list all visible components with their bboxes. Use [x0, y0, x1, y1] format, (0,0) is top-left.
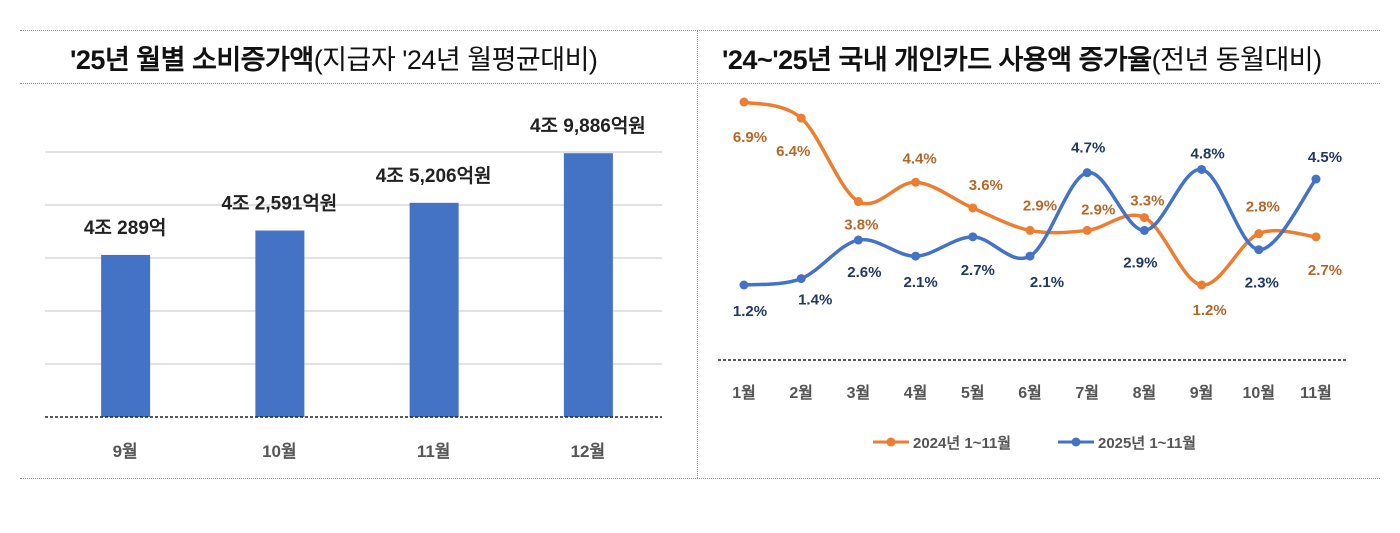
data-label: 4.8% — [1190, 145, 1224, 162]
x-tick-label: 3월 — [847, 384, 871, 402]
x-tick-label: 4월 — [904, 384, 928, 402]
x-tick-label: 11월 — [417, 442, 451, 461]
x-tick-label: 10월 — [1243, 384, 1276, 402]
x-tick-label: 11월 — [1300, 384, 1332, 402]
title-separator — [20, 83, 1380, 84]
data-point — [1197, 280, 1207, 290]
data-label: 2.1% — [1030, 274, 1064, 291]
data-point — [853, 235, 863, 245]
data-label: 3.3% — [1130, 193, 1164, 210]
data-point — [1139, 213, 1149, 223]
data-point — [1082, 225, 1092, 235]
data-label: 2.8% — [1246, 199, 1280, 216]
data-label: 3.6% — [969, 177, 1003, 194]
data-label: 2.7% — [1308, 262, 1342, 279]
bar — [409, 202, 459, 417]
data-label: 4조 9,886억원 — [530, 115, 646, 137]
data-label: 6.9% — [733, 129, 767, 146]
data-point — [796, 274, 806, 284]
data-label: 2.3% — [1245, 275, 1279, 292]
left-chart-title: '25년 월별 소비증가액(지급자 '24년 월평균대비) — [70, 45, 598, 75]
data-label: 2.6% — [847, 264, 881, 281]
data-point — [1025, 225, 1035, 235]
legend-marker — [1071, 437, 1081, 447]
data-label: 4조 5,206억원 — [376, 165, 492, 187]
legend-label: 2025년 1~11월 — [1098, 435, 1196, 452]
x-tick-label: 6월 — [1018, 384, 1042, 402]
data-point — [739, 97, 749, 107]
data-label: 2.9% — [1123, 254, 1157, 271]
data-point — [1254, 229, 1264, 239]
legend-marker — [886, 437, 896, 447]
data-point — [911, 251, 921, 261]
data-point — [1139, 225, 1149, 235]
data-point — [796, 113, 806, 123]
top-border — [20, 30, 1380, 31]
data-point — [911, 177, 921, 187]
x-tick-label: 8월 — [1133, 384, 1157, 402]
data-point — [739, 280, 749, 290]
data-label: 4.5% — [1308, 149, 1342, 166]
data-point — [968, 232, 978, 242]
data-label: 1.2% — [733, 303, 767, 320]
x-tick-label: 5월 — [961, 384, 985, 402]
data-point — [1311, 232, 1321, 242]
right-chart-title: '24~'25년 국내 개인카드 사용액 증가율(전년 동월대비) — [722, 45, 1322, 75]
data-label: 2.1% — [903, 274, 937, 291]
data-label: 1.4% — [798, 292, 832, 309]
data-point — [1082, 168, 1092, 178]
x-tick-label: 1월 — [732, 384, 756, 402]
data-point — [853, 197, 863, 207]
x-tick-label: 2월 — [789, 384, 813, 402]
bar — [255, 230, 305, 417]
data-label: 2.9% — [1081, 201, 1115, 218]
data-label: 3.8% — [844, 217, 878, 234]
data-label: 2.7% — [961, 262, 995, 279]
x-tick-label: 10월 — [262, 442, 297, 461]
bottom-border — [20, 478, 1380, 479]
data-label: 2.9% — [1023, 197, 1057, 214]
data-label: 4.7% — [1071, 140, 1105, 157]
x-tick-label: 7월 — [1075, 384, 1099, 402]
data-label: 4.4% — [902, 150, 936, 167]
panel-divider — [697, 30, 698, 478]
x-tick-label: 9월 — [113, 442, 138, 461]
bar — [101, 254, 151, 417]
bar — [563, 153, 613, 417]
data-point — [1254, 245, 1264, 255]
data-point — [1025, 251, 1035, 261]
legend-label: 2024년 1~11월 — [913, 435, 1011, 452]
data-label: 4조 2,591억원 — [221, 193, 337, 215]
data-label: 4조 289억 — [84, 217, 167, 239]
x-tick-label: 12월 — [571, 442, 606, 461]
data-point — [1197, 164, 1207, 174]
data-point — [1311, 174, 1321, 184]
x-tick-label: 9월 — [1190, 384, 1214, 402]
data-point — [968, 203, 978, 213]
data-label: 6.4% — [776, 143, 810, 160]
data-label: 1.2% — [1192, 302, 1226, 319]
